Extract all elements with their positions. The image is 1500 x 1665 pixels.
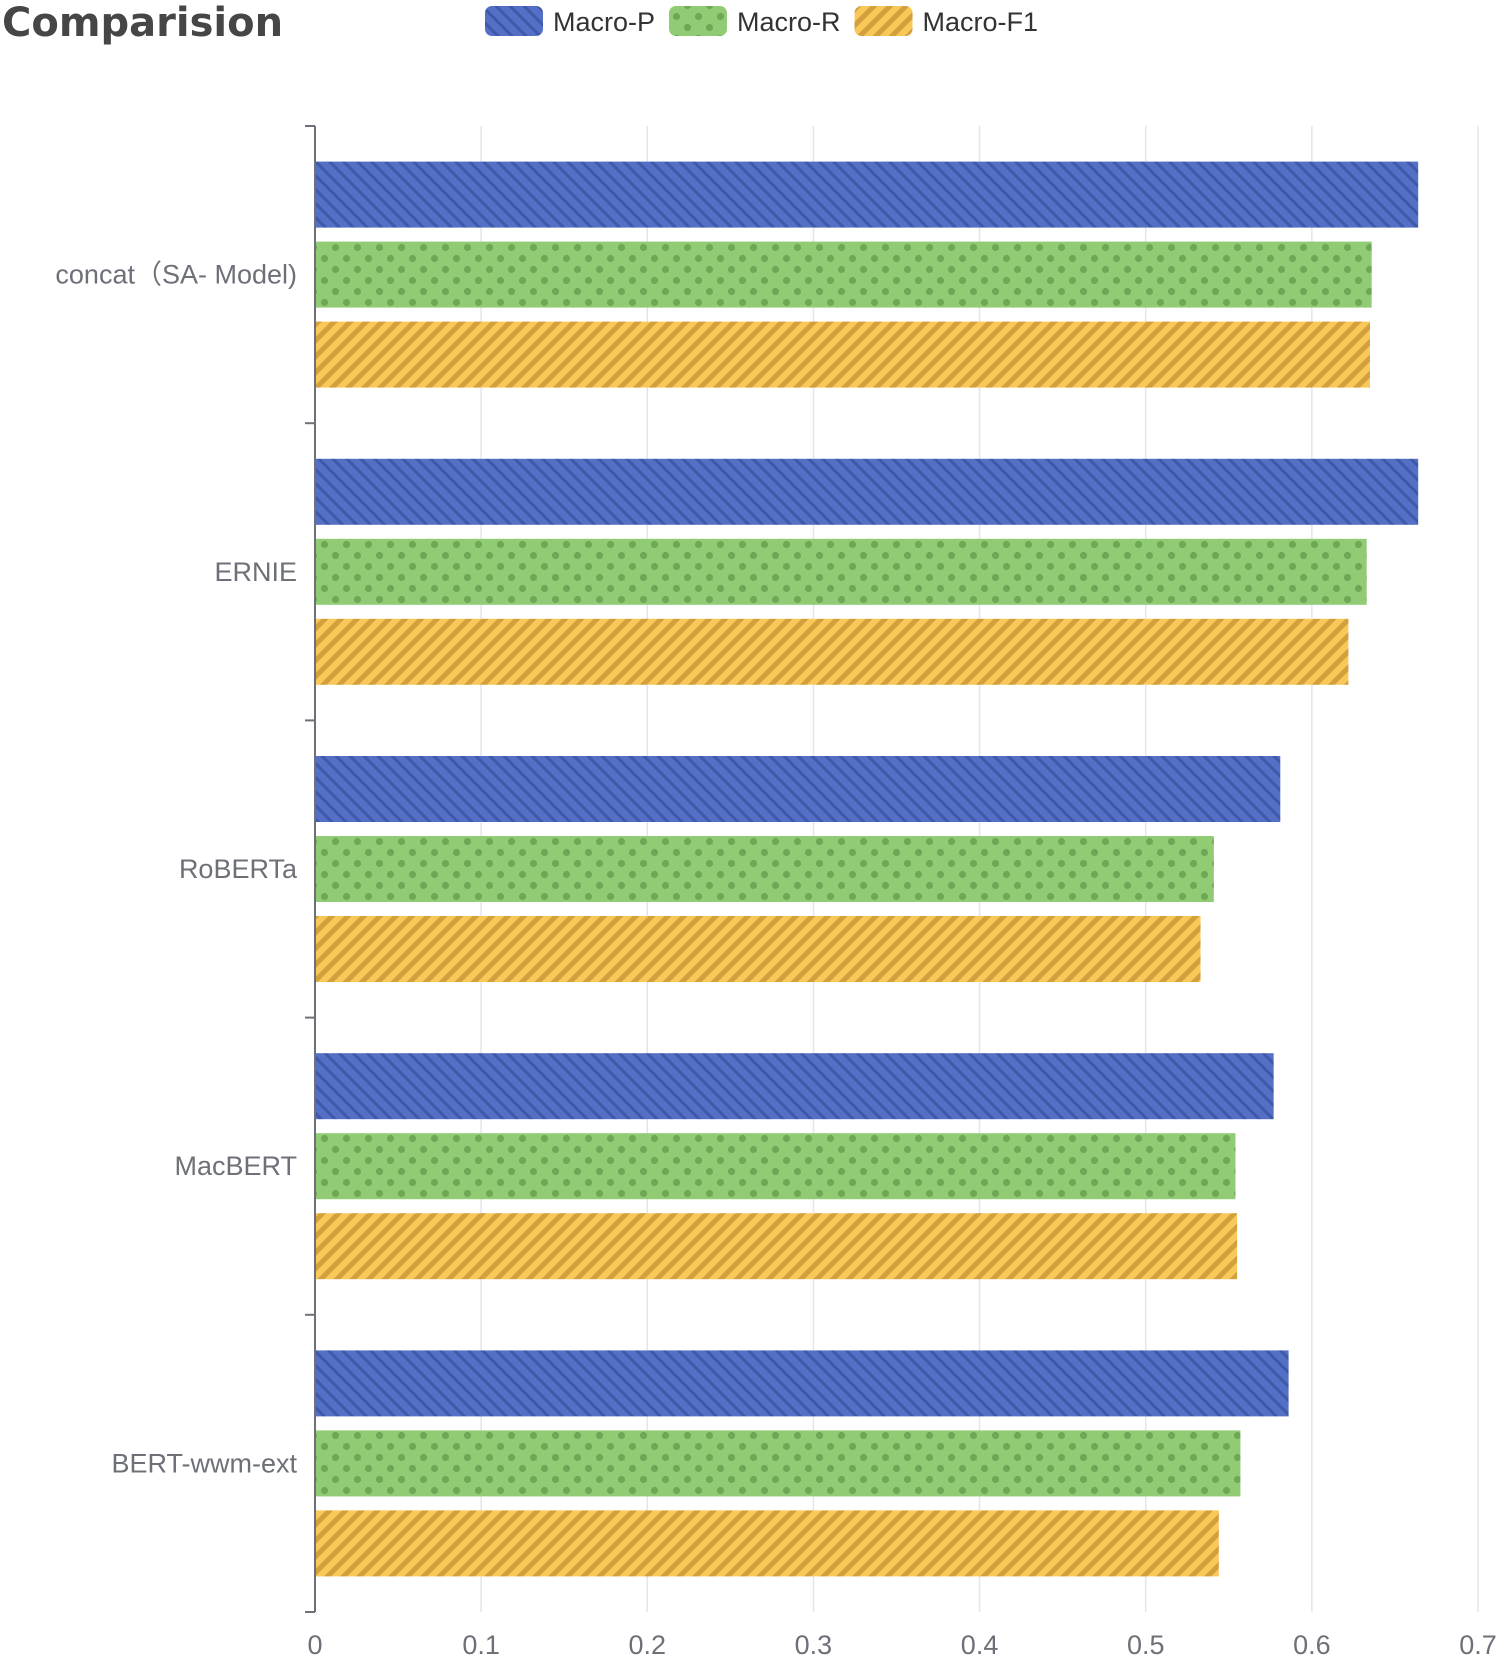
x-axis: 0 0.1 0.2 0.3 0.4 0.5 0.6 0.7	[307, 1630, 1496, 1660]
bar-macro-p-3	[315, 1053, 1274, 1120]
chart-title: Comparision	[2, 0, 283, 46]
category-label: MacBERT	[174, 1151, 297, 1181]
bar-macro-p-1	[315, 458, 1419, 525]
bar-macro-f1-1	[315, 618, 1349, 685]
x-tick-label: 0.4	[961, 1630, 999, 1660]
bars	[315, 161, 1419, 1577]
x-tick-label: 0.7	[1459, 1630, 1497, 1660]
x-tick-label: 0.2	[629, 1630, 667, 1660]
bar-macro-f1-2	[315, 916, 1201, 982]
bar-macro-r-0	[315, 241, 1372, 308]
bar-macro-f1-4	[315, 1510, 1219, 1577]
x-tick-label: 0	[307, 1630, 322, 1660]
x-tick-label: 0.3	[795, 1630, 833, 1660]
bar-macro-r-2	[315, 836, 1214, 902]
bar-macro-p-2	[315, 756, 1281, 822]
category-label: BERT-wwm-ext	[111, 1448, 297, 1478]
y-axis: concat（SA- Model) ERNIE RoBERTa MacBERT BERT…	[55, 125, 316, 1613]
legend-label[interactable]: Macro-R	[737, 7, 841, 37]
x-tick-label: 0.1	[462, 1630, 500, 1660]
bar-macro-f1-3	[315, 1213, 1238, 1280]
category-label: ERNIE	[214, 557, 297, 587]
legend-label[interactable]: Macro-P	[553, 7, 655, 37]
bar-macro-p-0	[315, 161, 1419, 228]
x-tick-label: 0.5	[1127, 1630, 1165, 1660]
bar-macro-p-4	[315, 1350, 1289, 1417]
x-tick-label: 0.6	[1293, 1630, 1331, 1660]
category-label: RoBERTa	[179, 854, 298, 884]
legend-swatch[interactable]	[854, 6, 913, 36]
bar-macro-r-3	[315, 1133, 1236, 1200]
legend-swatch[interactable]	[485, 6, 543, 36]
legend-swatch[interactable]	[669, 6, 728, 36]
bar-macro-r-1	[315, 538, 1367, 605]
legend: Macro-P Macro-R Macro-F1	[485, 6, 1038, 37]
bar-macro-f1-0	[315, 321, 1371, 388]
category-label: concat（SA- Model)	[55, 260, 297, 290]
legend-label[interactable]: Macro-F1	[923, 7, 1039, 37]
bar-macro-r-4	[315, 1430, 1241, 1497]
